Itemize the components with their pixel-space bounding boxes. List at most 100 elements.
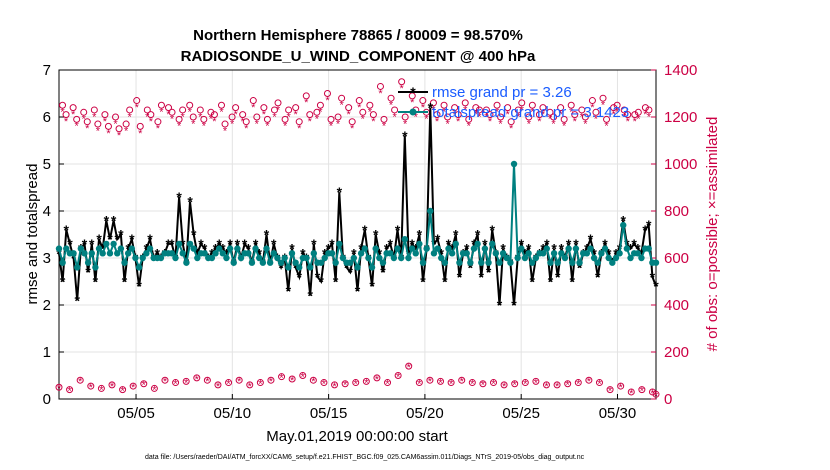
x-axis-label: May.01,2019 00:00:00 start xyxy=(266,428,448,445)
obs-assimilated-point: * xyxy=(403,118,408,130)
rmse-point: * xyxy=(322,245,328,261)
obs-assimilated-point: * xyxy=(636,114,641,126)
obs-assimilated-point: * xyxy=(124,125,129,137)
obs-assimilated-point: * xyxy=(276,104,281,116)
obs-assimilated-point: * xyxy=(262,109,267,121)
obs-assimilated-point: * xyxy=(608,386,613,398)
y2-tick-label: 0 xyxy=(664,391,672,408)
spread-point xyxy=(288,250,296,257)
obs-possible-point xyxy=(288,375,296,383)
obs-assimilated-point: * xyxy=(502,381,507,393)
obs-assimilated-point: * xyxy=(488,116,493,128)
spread-point xyxy=(317,259,325,266)
rmse-point: * xyxy=(347,264,353,280)
obs-assimilated-point: * xyxy=(180,111,185,123)
rmse-point: * xyxy=(358,241,364,257)
obs-possible-point xyxy=(504,104,512,112)
spread-point xyxy=(525,250,532,257)
y-tick-label: 6 xyxy=(43,109,51,126)
spread-point xyxy=(59,259,66,266)
rmse-point: * xyxy=(278,259,284,275)
spread-point xyxy=(74,264,81,271)
rmse-point: * xyxy=(431,236,437,252)
obs-possible-point xyxy=(249,97,257,105)
obs-possible-point xyxy=(97,384,105,392)
spread-point xyxy=(354,264,361,271)
obs-possible-point xyxy=(429,99,437,107)
obs-possible-point xyxy=(345,104,353,112)
spread-point xyxy=(434,245,441,252)
obs-possible-point xyxy=(207,108,215,116)
obs-possible-point xyxy=(66,386,74,394)
spread-point xyxy=(612,254,620,262)
spread-point xyxy=(270,250,277,257)
obs-assimilated-point: * xyxy=(520,104,525,116)
obs-assimilated-point: * xyxy=(576,379,581,391)
rmse-point: * xyxy=(104,212,110,228)
obs-assimilated-point: * xyxy=(410,97,415,109)
spread-point xyxy=(172,254,179,262)
obs-possible-point xyxy=(468,379,476,387)
spread-point xyxy=(448,250,456,257)
obs-possible-point xyxy=(147,111,155,119)
obs-possible-point xyxy=(348,118,356,126)
obs-assimilated-point: * xyxy=(290,375,295,387)
spread-point xyxy=(321,254,328,262)
rmse-point: * xyxy=(118,227,124,243)
obs-assimilated-point: * xyxy=(60,107,65,119)
spread-point xyxy=(95,245,103,252)
obs-assimilated-point: * xyxy=(89,382,94,394)
rmse-point: * xyxy=(307,288,313,304)
obs-possible-point xyxy=(564,380,572,388)
rmse-point: * xyxy=(435,231,441,247)
obs-possible-point xyxy=(263,115,271,123)
obs-assimilated-point: * xyxy=(357,102,362,114)
spread-point xyxy=(215,245,223,252)
obs-possible-point xyxy=(73,115,81,123)
obs-assimilated-point: * xyxy=(523,379,528,391)
spread-point xyxy=(361,245,368,252)
spread-point xyxy=(634,250,641,257)
legend-rmse-label: rmse grand pr = 3.26 xyxy=(432,84,572,101)
obs-assimilated-point: * xyxy=(272,111,277,123)
rmse-point: * xyxy=(577,259,583,275)
rmse-point: * xyxy=(180,236,186,252)
spread-point xyxy=(488,240,496,248)
spread-point xyxy=(387,250,394,257)
obs-assimilated-point: * xyxy=(400,83,405,95)
obs-possible-point xyxy=(454,111,462,119)
spread-point xyxy=(376,254,383,262)
obs-possible-point xyxy=(444,113,452,121)
obs-assimilated-point: * xyxy=(71,109,76,121)
obs-assimilated-point: * xyxy=(364,377,369,389)
obs-possible-point xyxy=(532,377,540,385)
spread-point xyxy=(190,245,197,252)
obs-possible-point xyxy=(182,377,190,385)
obs-assimilated-point: * xyxy=(622,111,627,123)
spread-point xyxy=(223,254,230,262)
obs-possible-point xyxy=(380,115,388,123)
spread-point xyxy=(292,259,299,266)
obs-assimilated-point: * xyxy=(255,118,260,130)
y2-tick-label: 1400 xyxy=(664,62,697,79)
rmse-point: * xyxy=(289,241,295,257)
rmse-point: * xyxy=(111,212,117,228)
rmse-point: * xyxy=(646,217,652,233)
spread-point xyxy=(103,240,110,248)
rmse-point: * xyxy=(144,241,150,257)
spread-point xyxy=(168,250,176,257)
obs-possible-point xyxy=(359,108,367,116)
spread-point xyxy=(306,264,314,271)
rmse-point: * xyxy=(220,241,226,257)
obs-possible-point xyxy=(497,113,505,121)
rmse-point: * xyxy=(64,222,70,238)
obs-assimilated-point: * xyxy=(177,121,182,133)
obs-assimilated-point: * xyxy=(615,107,620,119)
spread-point xyxy=(63,245,70,252)
obs-possible-point xyxy=(316,101,324,109)
obs-possible-point xyxy=(394,372,402,379)
rmse-point: * xyxy=(413,241,419,257)
obs-assimilated-point: * xyxy=(347,109,352,121)
obs-assimilated-point: * xyxy=(85,123,90,135)
spread-point xyxy=(598,250,605,257)
